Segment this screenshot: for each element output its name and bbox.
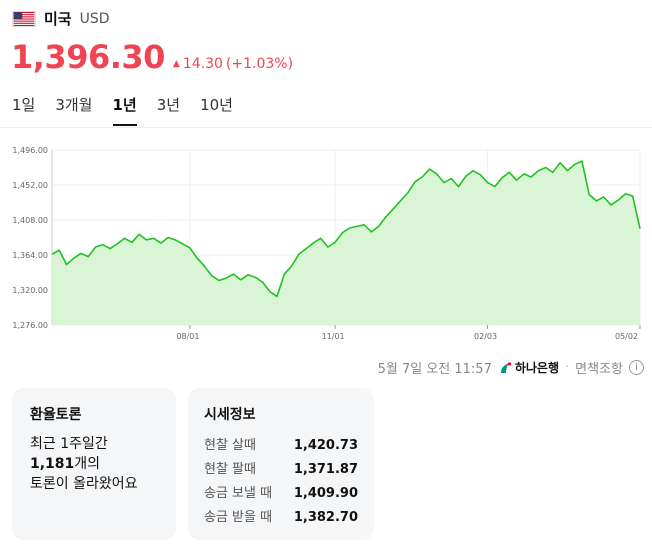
- separator: ·: [565, 360, 570, 375]
- forum-count: 1,181: [30, 456, 75, 472]
- hana-bank-logo-icon: [500, 361, 511, 373]
- rate-value: 1,382.70: [293, 510, 358, 525]
- exchange-rate-chart[interactable]: 1,496.00 1,452.00 1,408.00 1,364.00 1,320.00…: [0, 140, 652, 350]
- rate-row-cash-buy: 현찰 살때 1,420.73: [204, 434, 358, 458]
- rate-label: 현찰 팔때: [204, 462, 256, 477]
- update-timestamp: 5월 7일 오전 11:57: [377, 362, 492, 377]
- rate-row-cash-sell: 현찰 팔때 1,371.87: [204, 458, 358, 482]
- tab-10y[interactable]: 10년: [200, 96, 233, 114]
- rates-title: 시세정보: [204, 407, 256, 423]
- rate-change: ▲ 14.30 (+1.03%): [173, 56, 293, 72]
- y-tick-label: 1,364.00: [12, 251, 48, 260]
- forum-line3: 토론이 올라왔어요: [30, 476, 138, 492]
- forum-count-suffix: 개의: [74, 456, 101, 472]
- series-area: [52, 161, 640, 325]
- series-line: [51, 160, 641, 298]
- y-tick-label: 1,496.00: [12, 146, 48, 155]
- rate-value: 1,420.73: [293, 438, 358, 453]
- currency-header: 미국 USD: [12, 8, 110, 29]
- forum-line2: 1,181개의: [30, 454, 158, 474]
- rate-label: 현찰 살때: [204, 438, 256, 453]
- rate-row-wire-send: 송금 보낼 때 1,409.90: [204, 482, 358, 506]
- tabs-divider: [0, 127, 652, 128]
- us-flag-icon: [12, 10, 36, 27]
- y-tick-label: 1,320.00: [12, 286, 48, 295]
- disclaimer-link[interactable]: 면책조항: [575, 362, 623, 377]
- x-tick-label: 02/03: [474, 332, 497, 341]
- tab-3m[interactable]: 3개월: [55, 96, 93, 114]
- tab-1y[interactable]: 1년: [112, 94, 137, 126]
- rates-card: 시세정보 현찰 살때 1,420.73 현찰 팔때 1,371.87 송금 보낼…: [188, 388, 374, 540]
- change-amount: 14.30: [182, 56, 223, 72]
- rate-value: 1,371.87: [293, 462, 358, 477]
- y-tick-label: 1,276.00: [12, 321, 48, 330]
- forum-line1: 최근 1주일간: [30, 436, 108, 452]
- rate-label: 송금 보낼 때: [204, 486, 273, 501]
- up-triangle-icon: ▲: [172, 59, 180, 69]
- y-tick-label: 1,408.00: [12, 216, 48, 225]
- x-tick-label: 05/02: [615, 332, 638, 341]
- tab-3y[interactable]: 3년: [156, 96, 181, 114]
- price-row: 1,396.30 ▲ 14.30 (+1.03%): [11, 38, 293, 76]
- x-tick-label: 08/01: [176, 332, 199, 341]
- info-icon[interactable]: i: [629, 360, 644, 375]
- bank-name: 하나은행: [514, 361, 560, 375]
- forum-title: 환율토론: [30, 407, 82, 423]
- country-name: 미국: [44, 10, 72, 28]
- source-row: 5월 7일 오전 11:57 하나은행 · 면책조항 i: [378, 358, 644, 377]
- y-tick-label: 1,452.00: [12, 181, 48, 190]
- bank-logo: 하나은행: [498, 359, 559, 376]
- rate-value: 1,409.90: [293, 486, 358, 501]
- rate-row-wire-receive: 송금 받을 때 1,382.70: [204, 506, 358, 530]
- forum-summary: 최근 1주일간 1,181개의 토론이 올라왔어요: [30, 434, 158, 494]
- period-tabs: 1일 3개월 1년 3년 10년: [12, 94, 233, 126]
- x-tick-label: 11/01: [322, 332, 345, 341]
- forum-card[interactable]: 환율토론 최근 1주일간 1,181개의 토론이 올라왔어요: [12, 388, 176, 540]
- tab-1d[interactable]: 1일: [12, 96, 36, 114]
- change-percent: (+1.03%): [225, 56, 294, 72]
- currency-code: USD: [79, 10, 110, 27]
- rate-label: 송금 받을 때: [204, 510, 273, 525]
- current-rate: 1,396.30: [11, 38, 165, 76]
